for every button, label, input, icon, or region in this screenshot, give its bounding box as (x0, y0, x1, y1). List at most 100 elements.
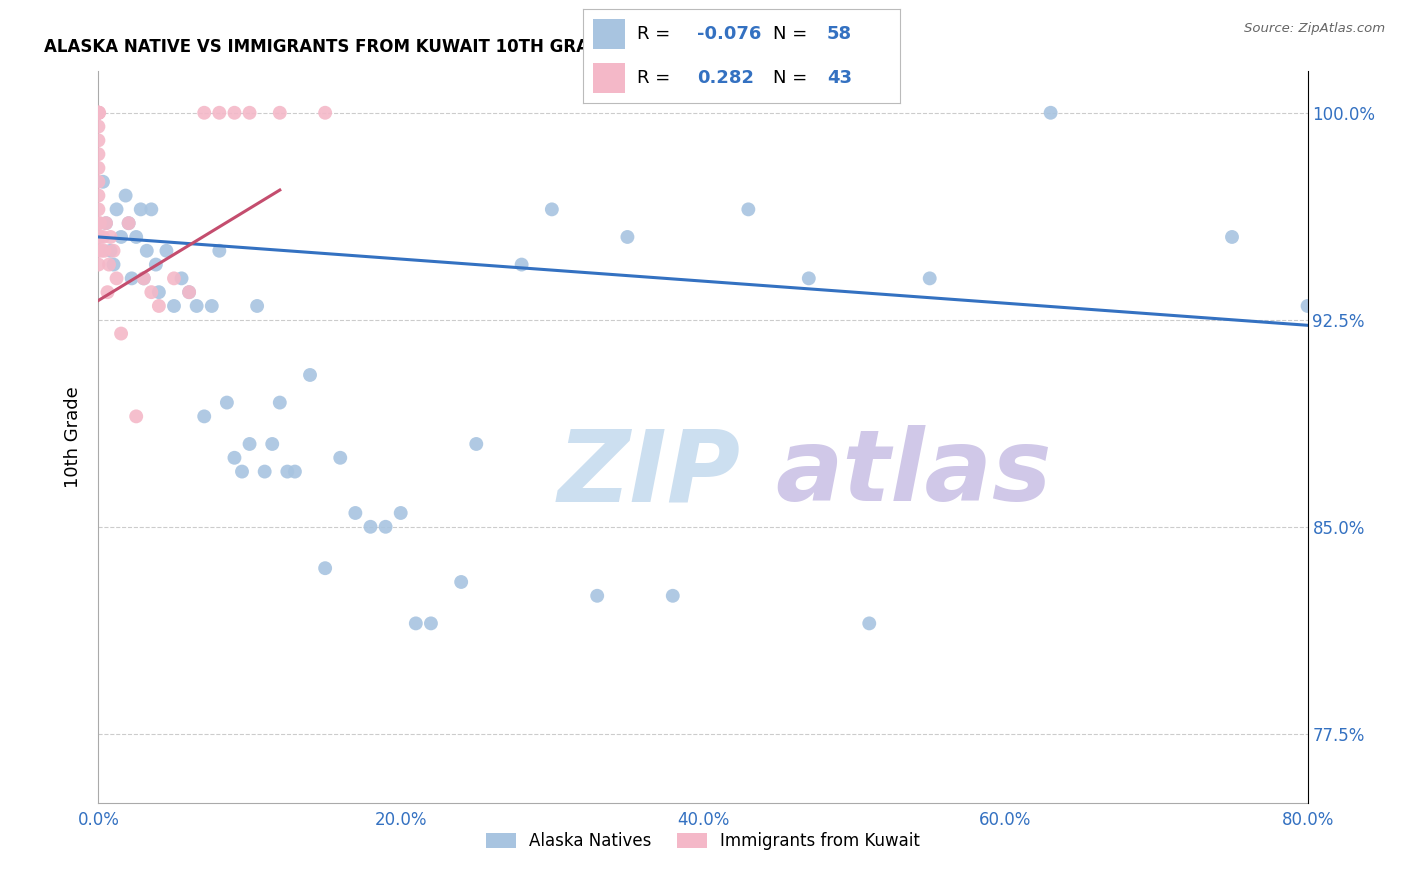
Point (1220, 230, 1243, 244)
Point (155, 244, 177, 258)
Point (103, 244, 125, 258)
Point (94, 216, 117, 230)
Point (98, 258, 121, 272)
Point (374, 520, 396, 534)
Point (87, 147, 110, 161)
Point (148, 299, 170, 313)
FancyBboxPatch shape (593, 63, 624, 94)
Point (100, 230, 122, 244)
Point (125, 230, 148, 244)
Point (510, 258, 533, 272)
Point (105, 271, 128, 285)
Point (87, 230, 110, 244)
Point (616, 230, 638, 244)
Point (465, 437, 488, 451)
Point (96, 285, 118, 300)
Point (179, 285, 201, 300)
Point (87, 175, 110, 189)
Point (179, 285, 201, 300)
Point (170, 271, 193, 285)
Point (87, 133, 110, 147)
Point (586, 589, 609, 603)
Point (132, 271, 155, 285)
Point (246, 299, 269, 313)
Point (201, 299, 224, 313)
Text: R =: R = (637, 70, 671, 87)
Point (858, 616, 880, 631)
Legend: Alaska Natives, Immigrants from Kuwait: Alaska Natives, Immigrants from Kuwait (479, 825, 927, 856)
Point (284, 465, 307, 479)
Point (186, 299, 208, 313)
Point (224, 450, 246, 465)
FancyBboxPatch shape (593, 20, 624, 49)
Point (389, 506, 412, 520)
Point (540, 202, 562, 217)
Point (797, 271, 820, 285)
Text: -0.076: -0.076 (697, 25, 762, 43)
Point (110, 230, 132, 244)
Point (90, 230, 112, 244)
Point (314, 105, 336, 120)
Point (87, 105, 110, 120)
Point (135, 244, 157, 258)
Point (125, 409, 148, 424)
Point (661, 589, 683, 603)
Point (132, 271, 155, 285)
Point (148, 285, 170, 300)
Point (105, 202, 128, 217)
Point (89, 105, 111, 120)
Point (344, 506, 367, 520)
Point (141, 202, 163, 217)
Point (314, 561, 336, 575)
Point (110, 326, 132, 341)
Point (208, 105, 231, 120)
Point (87, 216, 110, 230)
Point (141, 285, 163, 300)
Point (299, 368, 322, 382)
Point (93, 244, 115, 258)
Point (276, 465, 298, 479)
Point (231, 465, 253, 479)
Point (118, 216, 141, 230)
Point (405, 616, 427, 631)
Point (193, 409, 215, 424)
Point (91, 230, 114, 244)
Point (239, 437, 262, 451)
Point (215, 395, 238, 409)
Point (87, 202, 110, 217)
Point (1296, 299, 1319, 313)
Text: 0.282: 0.282 (697, 70, 755, 87)
Text: ZIP: ZIP (558, 425, 741, 522)
Text: N =: N = (773, 70, 807, 87)
Point (121, 271, 143, 285)
Point (360, 520, 382, 534)
Text: R =: R = (637, 25, 671, 43)
Point (87, 230, 110, 244)
Point (87, 188, 110, 202)
Point (269, 395, 291, 409)
Text: ALASKA NATIVE VS IMMIGRANTS FROM KUWAIT 10TH GRADE CORRELATION CHART: ALASKA NATIVE VS IMMIGRANTS FROM KUWAIT … (44, 38, 820, 56)
Point (87, 244, 110, 258)
Point (87, 120, 110, 134)
Text: N =: N = (773, 25, 807, 43)
Point (94, 216, 117, 230)
Point (737, 202, 759, 217)
Point (87, 105, 110, 120)
Y-axis label: 10th Grade: 10th Grade (65, 386, 83, 488)
Point (87, 105, 110, 120)
Point (89, 216, 111, 230)
Point (253, 465, 276, 479)
Point (145, 258, 167, 272)
Point (193, 105, 215, 120)
Text: atlas: atlas (776, 425, 1052, 522)
Point (114, 188, 136, 202)
Point (103, 258, 125, 272)
Point (918, 271, 941, 285)
Point (420, 616, 443, 631)
Point (90, 244, 112, 258)
Point (87, 105, 110, 120)
Point (269, 105, 291, 120)
Point (118, 216, 141, 230)
Point (262, 437, 284, 451)
Point (163, 299, 186, 313)
